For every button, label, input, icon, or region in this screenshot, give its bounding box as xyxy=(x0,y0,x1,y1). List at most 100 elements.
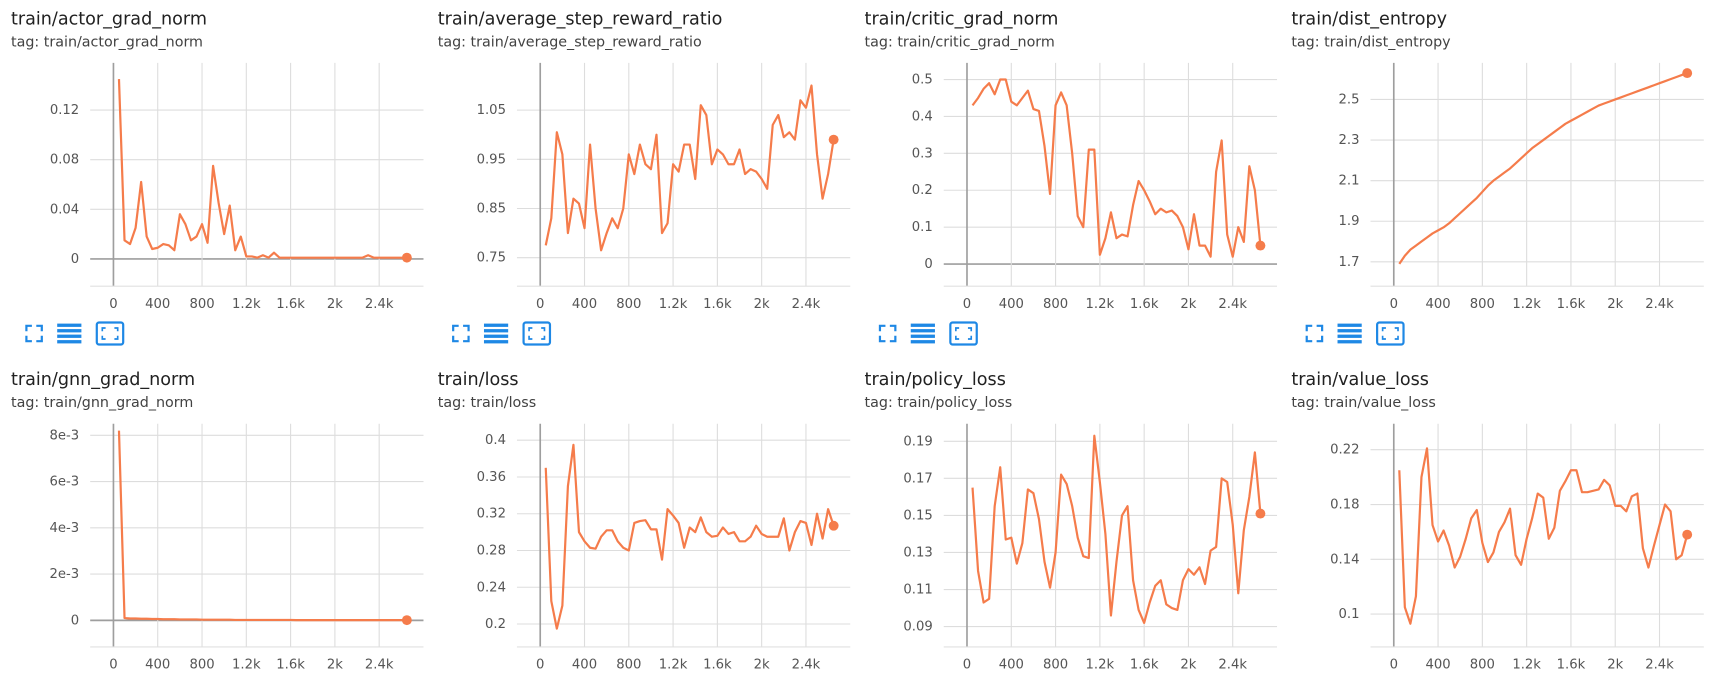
x-tick-label: 800 xyxy=(1043,297,1068,312)
x-tick-label: 2k xyxy=(1180,297,1196,312)
chart-title: train/loss xyxy=(438,370,519,390)
expand-icon-part xyxy=(889,324,897,332)
expand-icon-part xyxy=(1305,324,1313,332)
y-tick-label: 0.1 xyxy=(912,220,933,235)
data-table-button[interactable] xyxy=(57,323,82,344)
chart-panel: train/value_loss tag: train/value_loss 0.1… xyxy=(1291,370,1704,673)
x-tick-label: 2.4k xyxy=(1645,297,1674,312)
y-tick-label: 0.13 xyxy=(903,545,932,560)
list-icon-bar xyxy=(910,323,935,327)
expand-icon-part xyxy=(463,324,470,332)
x-tick-label: 1.6k xyxy=(1557,658,1586,673)
expand-icon-part xyxy=(878,324,886,332)
x-tick-label: 2.4k xyxy=(792,658,821,673)
x-tick-label: 1.2k xyxy=(1086,658,1115,673)
fit-icon-part xyxy=(955,327,960,332)
x-tick-label: 0 xyxy=(1390,297,1398,312)
y-tick-label: 0.14 xyxy=(1330,552,1359,567)
list-icon-bar xyxy=(57,323,82,327)
list-icon-bar xyxy=(910,329,935,333)
expand-icon-part xyxy=(1305,335,1313,343)
x-tick-label: 1.2k xyxy=(232,658,261,673)
expand-icon-part xyxy=(36,335,43,343)
data-line xyxy=(544,443,835,630)
x-tick-label: 1.2k xyxy=(659,297,688,312)
y-tick-label: 0.36 xyxy=(477,470,506,485)
chart-title: train/value_loss xyxy=(1291,370,1429,390)
x-tick-label: 1.2k xyxy=(1086,297,1115,312)
list-icon-bar xyxy=(483,329,509,333)
list-icon-bar xyxy=(57,334,82,338)
list-icon-bar xyxy=(910,334,935,338)
expand-icon-part xyxy=(1316,335,1324,343)
y-tick-label: 2.1 xyxy=(1339,174,1360,189)
x-tick-label: 400 xyxy=(1425,297,1450,312)
y-tick-label: 0.32 xyxy=(477,507,506,522)
x-tick-label: 2.4k xyxy=(1218,658,1247,673)
chart-panel: train/policy_loss tag: train/policy_loss 0… xyxy=(865,370,1278,673)
data-table-button[interactable] xyxy=(1337,323,1362,344)
data-line xyxy=(117,430,407,622)
fit-domain-button[interactable] xyxy=(95,321,125,346)
chart-tag: tag: train/actor_grad_norm xyxy=(11,34,203,50)
y-tick-label: 0.95 xyxy=(477,152,506,167)
x-tick-label: 0 xyxy=(536,658,544,673)
list-icon-bar xyxy=(1337,329,1362,333)
chart-panel: train/gnn_grad_norm tag: train/gnn_grad_n… xyxy=(11,370,424,673)
x-tick-label: 1.6k xyxy=(703,297,732,312)
fit-icon-part xyxy=(541,335,546,340)
y-tick-label: 0.3 xyxy=(912,146,933,161)
fit-icon-frame xyxy=(949,321,978,346)
expand-button[interactable] xyxy=(878,324,897,343)
x-tick-label: 1.6k xyxy=(1557,297,1586,312)
x-tick-label: 1.2k xyxy=(1512,297,1541,312)
x-tick-label: 1.6k xyxy=(1130,297,1159,312)
fit-icon-part xyxy=(1381,327,1386,332)
fit-icon-part xyxy=(528,335,533,340)
expand-button[interactable] xyxy=(452,324,470,343)
expand-button[interactable] xyxy=(1305,324,1324,343)
data-table-button[interactable] xyxy=(483,323,509,344)
fit-icon-frame xyxy=(1376,321,1405,346)
y-tick-label: 0.11 xyxy=(903,583,932,598)
data-table-button[interactable] xyxy=(910,323,935,344)
data-line xyxy=(1398,72,1688,265)
list-icon-bar xyxy=(483,323,509,327)
data-line xyxy=(971,434,1262,624)
y-tick-label: 8e-3 xyxy=(50,428,80,443)
fit-domain-button[interactable] xyxy=(522,321,552,346)
chart-panel: train/actor_grad_norm tag: train/actor_gr… xyxy=(11,9,424,346)
expand-icon-part xyxy=(1316,324,1324,332)
x-tick-label: 800 xyxy=(1043,658,1068,673)
data-line xyxy=(971,78,1262,258)
x-tick-label: 400 xyxy=(572,658,597,673)
data-line xyxy=(117,79,407,259)
y-tick-label: 0.4 xyxy=(485,433,506,448)
fit-domain-button[interactable] xyxy=(1376,321,1405,346)
fit-domain-button[interactable] xyxy=(949,321,978,346)
last-point xyxy=(1682,68,1693,79)
list-icon-bar xyxy=(57,340,82,344)
y-tick-label: 1.9 xyxy=(1339,214,1360,229)
list-icon-bar xyxy=(1337,323,1362,327)
x-tick-label: 2k xyxy=(327,658,343,673)
fit-icon-part xyxy=(101,327,106,332)
x-tick-label: 1.2k xyxy=(1512,658,1541,673)
expand-icon-part xyxy=(463,335,470,343)
x-tick-label: 800 xyxy=(616,297,641,312)
fit-icon-part xyxy=(1394,327,1399,332)
chart-title: train/gnn_grad_norm xyxy=(11,370,195,390)
last-point xyxy=(1255,240,1266,251)
last-point xyxy=(828,520,839,531)
expand-button[interactable] xyxy=(25,324,43,343)
y-tick-label: 0.4 xyxy=(912,109,933,124)
expand-icon-part xyxy=(452,324,459,332)
x-tick-label: 800 xyxy=(1470,658,1495,673)
y-tick-label: 0.5 xyxy=(912,73,933,88)
x-tick-label: 0 xyxy=(536,297,544,312)
y-tick-label: 0.24 xyxy=(477,580,506,595)
y-tick-label: 0.85 xyxy=(477,201,506,216)
x-tick-label: 400 xyxy=(1425,658,1450,673)
